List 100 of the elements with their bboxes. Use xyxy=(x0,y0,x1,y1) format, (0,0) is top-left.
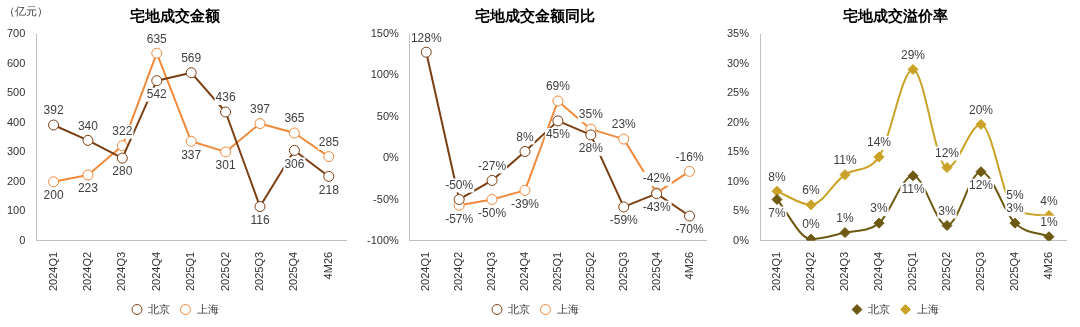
chart-title: 宅地成交溢价率 xyxy=(842,7,948,25)
data-label: 436 xyxy=(215,90,236,105)
data-label: -43% xyxy=(642,200,671,214)
data-label: 8% xyxy=(768,169,787,184)
legend-label: 北京 xyxy=(148,302,170,315)
data-label: 280 xyxy=(112,164,133,179)
legend-label: 北京 xyxy=(508,302,530,315)
legend-label: 上海 xyxy=(916,302,939,315)
data-label: 4% xyxy=(1040,193,1058,208)
y-axis-title: （亿元） xyxy=(4,4,48,17)
x-tick-label: 2024Q4 xyxy=(149,251,162,292)
x-tick-label: 2024Q1 xyxy=(770,251,783,292)
x-tick-label: 2024Q2 xyxy=(80,251,93,292)
y-tick-label: 0% xyxy=(733,233,750,246)
data-label: 3% xyxy=(1006,201,1024,216)
legend-label: 北京 xyxy=(868,302,890,315)
data-label: 301 xyxy=(215,158,236,173)
data-label: 35% xyxy=(578,107,604,122)
y-tick-label: 30% xyxy=(726,56,750,69)
y-tick-label: 25% xyxy=(726,86,750,99)
y-tick-label: -100% xyxy=(367,233,400,246)
x-tick-label: 2024Q1 xyxy=(46,251,59,292)
data-label: 11% xyxy=(833,152,857,167)
chart-title: 宅地成交金额同比 xyxy=(475,7,595,25)
data-label: 3% xyxy=(870,201,889,216)
data-label: 322 xyxy=(112,124,133,139)
data-label: 635 xyxy=(146,31,168,46)
x-tick-label: 2025Q4 xyxy=(1008,251,1021,292)
x-tick-label: 2025Q3 xyxy=(974,251,987,292)
data-label: -70% xyxy=(675,222,704,237)
x-tick-label: 2025Q4 xyxy=(649,251,662,292)
x-tick-label: 4M26 xyxy=(1042,251,1055,280)
x-tick-label: 2024Q3 xyxy=(485,251,498,292)
data-label: -39% xyxy=(510,196,540,211)
y-tick-label: 700 xyxy=(6,27,26,40)
x-tick-label: 2025Q4 xyxy=(287,251,300,292)
x-tick-label: 4M26 xyxy=(321,251,334,280)
y-tick-label: 50% xyxy=(376,109,399,122)
y-tick-label: 0 xyxy=(19,233,26,246)
data-label: 116 xyxy=(250,212,270,227)
data-label: 337 xyxy=(181,147,202,162)
data-label: 1% xyxy=(1040,215,1058,230)
data-label: 6% xyxy=(802,183,821,198)
y-tick-label: 5% xyxy=(733,204,750,217)
data-label: -42% xyxy=(642,171,671,186)
y-tick-label: 400 xyxy=(6,115,26,128)
y-tick-label: 0% xyxy=(382,151,400,164)
x-tick-label: 4M26 xyxy=(682,251,695,280)
x-tick-label: 2024Q4 xyxy=(872,251,885,292)
x-tick-label: 2025Q1 xyxy=(906,251,919,292)
data-label: -57% xyxy=(445,211,474,226)
data-label: 1% xyxy=(836,210,855,225)
y-tick-label: 20% xyxy=(726,115,750,128)
data-label: 392 xyxy=(43,103,64,118)
y-tick-label: 500 xyxy=(6,86,26,99)
y-tick-label: 150% xyxy=(370,27,400,40)
data-label: 11% xyxy=(901,182,925,197)
data-label: 218 xyxy=(318,182,340,197)
x-tick-label: 2024Q2 xyxy=(452,251,465,292)
x-tick-label: 2025Q3 xyxy=(616,251,629,292)
x-tick-label: 2025Q1 xyxy=(550,251,563,292)
data-label: 0% xyxy=(802,217,821,232)
data-label: 20% xyxy=(968,102,994,117)
x-tick-label: 2025Q2 xyxy=(218,251,231,292)
data-label: -27% xyxy=(478,158,507,173)
data-label: 23% xyxy=(611,117,637,132)
data-label: 69% xyxy=(545,79,571,94)
data-label: 223 xyxy=(77,181,99,196)
data-label: 285 xyxy=(318,134,340,149)
data-label: 14% xyxy=(866,135,892,150)
data-label: -50% xyxy=(445,177,474,192)
data-label: 365 xyxy=(284,111,305,126)
x-tick-label: 2025Q2 xyxy=(940,251,953,292)
y-tick-label: -50% xyxy=(373,192,400,205)
x-tick-label: 2024Q3 xyxy=(115,251,128,292)
x-tick-label: 2024Q2 xyxy=(804,251,817,292)
data-label: 29% xyxy=(900,47,926,62)
y-tick-label: 100% xyxy=(370,68,400,81)
y-tick-label: 15% xyxy=(726,145,750,158)
legend-label: 上海 xyxy=(196,302,219,315)
data-label: 8% xyxy=(516,129,534,144)
x-tick-label: 2024Q3 xyxy=(838,251,851,292)
data-label: 3% xyxy=(938,203,957,218)
data-label: 12% xyxy=(968,178,994,193)
data-label: 542 xyxy=(146,87,168,101)
data-label: 128% xyxy=(410,30,442,45)
legend-label: 上海 xyxy=(556,302,579,315)
y-tick-label: 200 xyxy=(6,174,26,187)
data-label: -16% xyxy=(675,149,704,164)
data-label: 5% xyxy=(1006,188,1024,203)
chart-title: 宅地成交金额 xyxy=(130,7,221,25)
data-label: 28% xyxy=(578,141,604,156)
y-tick-label: 600 xyxy=(6,56,26,69)
y-tick-label: 10% xyxy=(726,174,750,187)
data-label: 45% xyxy=(545,127,571,142)
y-tick-label: 35% xyxy=(726,27,750,40)
y-tick-label: 300 xyxy=(6,145,26,158)
data-label: -50% xyxy=(478,205,507,220)
data-label: 200 xyxy=(43,188,64,203)
x-tick-label: 2024Q4 xyxy=(518,251,531,292)
